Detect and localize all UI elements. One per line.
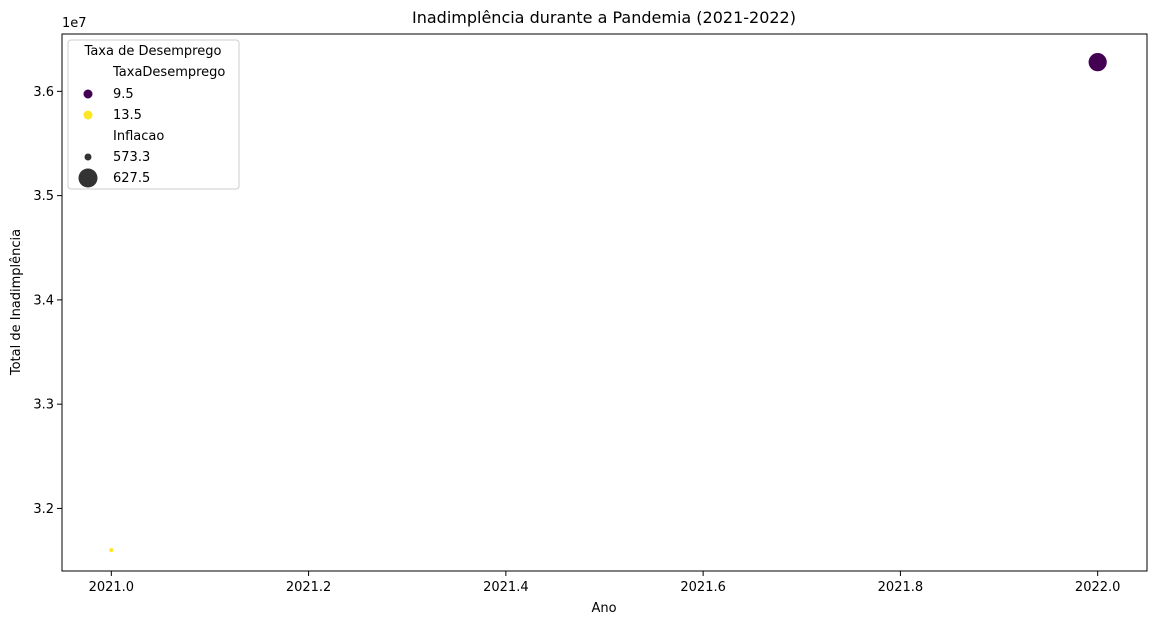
x-tick-label-3: 2021.6 <box>680 580 726 595</box>
y-tick-label-0: 3.2 <box>33 502 54 517</box>
x-tick-label-2: 2021.4 <box>483 580 529 595</box>
y-offset-label: 1e7 <box>62 16 87 31</box>
x-tick-label-4: 2021.8 <box>878 580 924 595</box>
legend-hue-marker-0 <box>83 89 93 99</box>
legend-hue-marker-1 <box>83 110 93 120</box>
y-tick-label-2: 3.4 <box>33 293 54 308</box>
legend-frame <box>67 39 240 190</box>
x-axis-label: Ano <box>591 601 616 616</box>
plot-area <box>61 33 1148 572</box>
legend-size-label-0: 573.3 <box>113 150 150 165</box>
x-tick-label-0: 2021.0 <box>89 580 135 595</box>
x-tick-label-5: 2022.0 <box>1075 580 1121 595</box>
x-tick-label-1: 2021.2 <box>286 580 332 595</box>
legend-title: Taxa de Desemprego <box>84 44 222 59</box>
legend-hue-label-0: 9.5 <box>113 87 134 102</box>
y-tick-label-4: 3.6 <box>33 85 54 100</box>
legend: Taxa de Desemprego TaxaDesemprego 9.5 13… <box>67 39 240 190</box>
y-tick-label-3: 3.5 <box>33 189 54 204</box>
legend-size-marker-1 <box>78 168 98 188</box>
legend-size-marker-0 <box>84 153 92 161</box>
y-axis-label: Total de Inadimplência <box>9 229 24 376</box>
legend-hue-title: TaxaDesemprego <box>112 65 225 80</box>
legend-hue-label-1: 13.5 <box>113 108 142 123</box>
data-point-0 <box>108 547 115 554</box>
x-axis: 2021.0 2021.2 2021.4 2021.6 2021.8 2022.0 <box>89 571 1121 595</box>
data-point-1 <box>1087 52 1108 73</box>
chart-title: Inadimplência durante a Pandemia (2021-2… <box>412 8 796 27</box>
y-tick-label-1: 3.3 <box>33 398 54 413</box>
data-points <box>108 52 1108 554</box>
legend-size-title: Inflacao <box>113 129 164 144</box>
y-axis: 3.2 3.3 3.4 3.5 3.6 <box>33 85 62 517</box>
legend-size-label-1: 627.5 <box>113 171 150 186</box>
